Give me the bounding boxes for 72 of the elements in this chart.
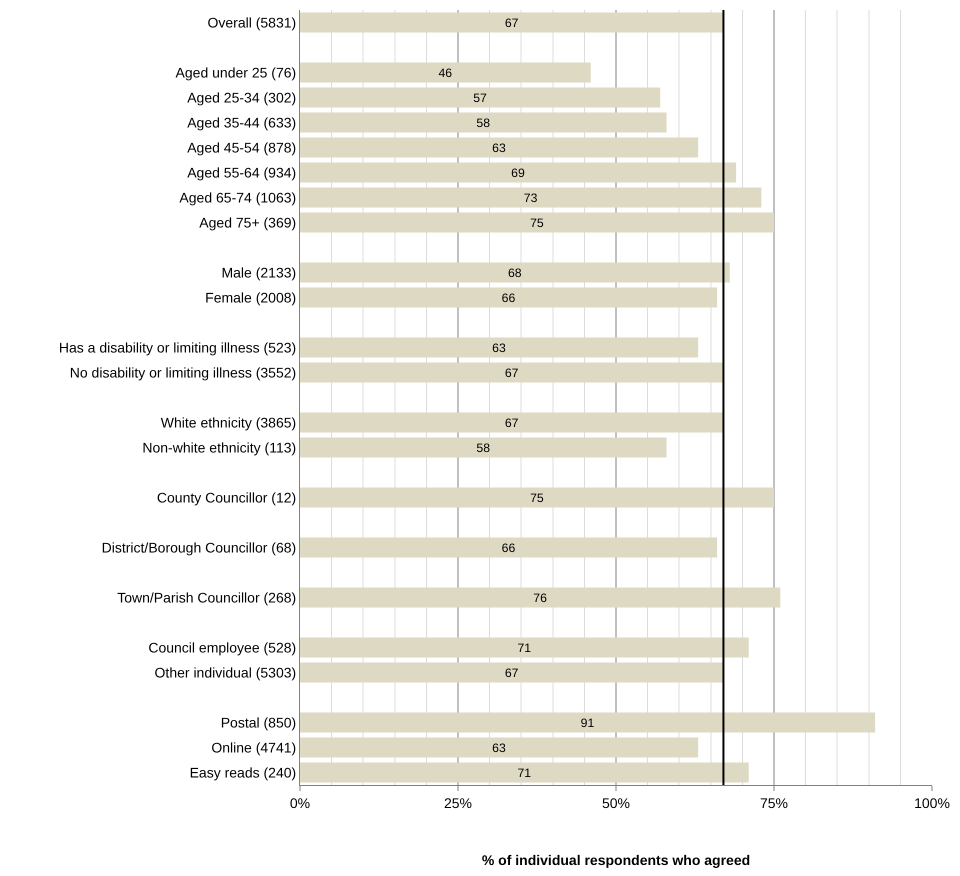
y-tick-label: Council employee (528) [148,639,296,656]
y-tick-label: Male (2133) [221,264,296,280]
bar [300,112,667,132]
y-tick-label: Easy reads (240) [190,764,296,780]
y-tick-label: Aged 35-44 (633) [187,114,296,130]
bar [300,88,660,108]
data-label: 63 [492,740,506,755]
x-axis-title: % of individual respondents who agreed [482,852,750,868]
y-tick-label: Aged under 25 (76) [176,64,296,80]
y-tick-label: Aged 25-34 (302) [187,89,296,106]
bar [300,538,718,558]
y-tick-label: Aged 75+ (369) [199,214,296,230]
data-label: 67 [504,666,519,680]
data-label: 57 [473,90,488,105]
y-tick-label: Aged 55-64 (934) [187,164,296,180]
y-tick-label: Aged 45-54 (878) [187,139,296,156]
bar [300,362,724,382]
y-tick-label: Online (4741) [211,739,296,756]
bar [300,412,724,432]
x-tick-label: 100% [914,794,950,811]
bar [300,588,780,608]
bar [300,62,591,82]
bar [300,138,698,158]
data-label: 71 [517,766,532,780]
bar [300,638,749,658]
bar [300,438,667,458]
bar [300,762,749,782]
data-label: 46 [438,66,452,80]
data-label: 67 [504,366,519,380]
data-label: 69 [511,166,525,180]
x-tick-label: 25% [444,794,472,811]
x-tick-label: 50% [602,794,630,811]
y-tick-label: Non-white ethnicity (113) [142,439,296,456]
bar [300,662,724,682]
bar [300,288,718,308]
y-tick-label: Female (2008) [205,289,296,306]
bar [300,12,724,32]
data-label: 75 [530,490,544,505]
data-label: 73 [524,190,538,205]
data-label: 58 [476,440,490,455]
y-tick-label: Aged 65-74 (1063) [179,189,296,206]
data-label: 68 [508,266,522,280]
data-label: 63 [492,140,506,155]
y-tick-label: District/Borough Councillor (68) [102,539,296,556]
y-tick-label: Other individual (5303) [154,664,296,680]
y-tick-label: Has a disability or limiting illness (523) [58,339,296,356]
y-tick-label: No disability or limiting illness (3552) [70,364,296,380]
y-tick-label: Postal (850) [220,714,296,730]
y-tick-label: Overall (5831) [207,14,296,30]
data-label: 66 [502,290,516,305]
y-tick-label: White ethnicity (3865) [160,414,296,430]
bar [300,738,698,758]
data-label: 67 [504,16,519,30]
x-tick-label: 75% [760,794,788,811]
data-label: 91 [580,716,594,730]
data-label: 66 [502,540,516,555]
data-label: 58 [476,116,490,130]
data-label: 75 [530,216,544,230]
y-tick-label: Town/Parish Councillor (268) [117,589,296,606]
bar [300,262,730,282]
x-tick-label: 0% [290,794,310,811]
data-label: 67 [504,416,519,430]
bar [300,712,876,732]
data-label: 63 [492,340,506,355]
bar [300,488,774,508]
y-tick-label: County Councillor (12) [156,489,296,506]
data-label: 76 [533,590,548,605]
bar [300,212,774,232]
bar [300,162,736,182]
bar [300,188,762,208]
bar [300,338,698,358]
data-label: 71 [517,640,532,655]
